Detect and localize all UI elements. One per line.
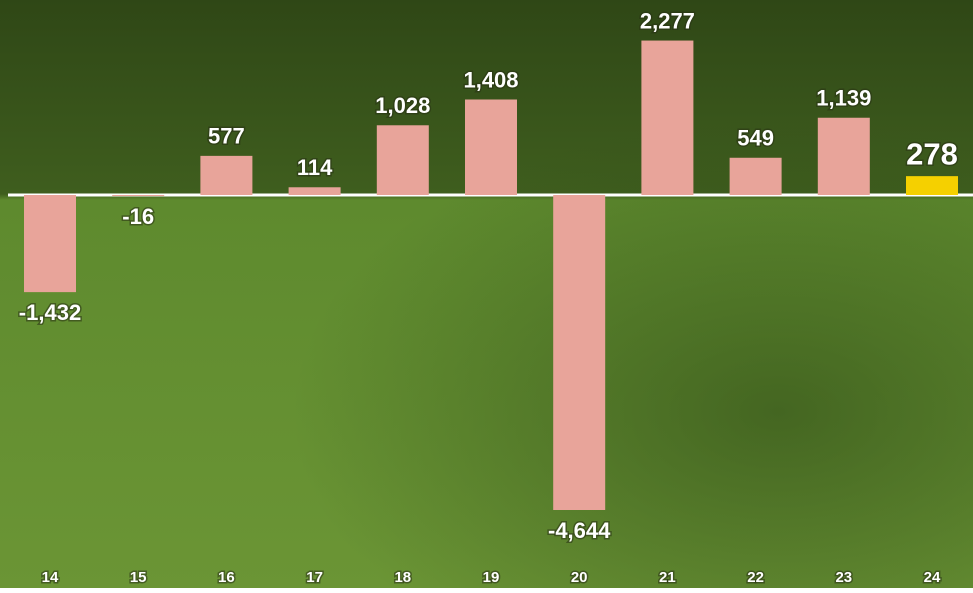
bar <box>641 41 693 195</box>
x-tick-label: 19 <box>483 569 500 586</box>
value-label: 278 <box>906 136 958 171</box>
x-tick-label: 17 <box>306 569 323 586</box>
x-tick-label: 21 <box>659 569 676 586</box>
bar <box>377 125 429 195</box>
value-label: 114 <box>297 155 333 180</box>
bar <box>818 118 870 195</box>
x-tick-label: 18 <box>394 569 411 586</box>
value-label: -1,432 <box>19 300 81 325</box>
x-tick-label: 24 <box>924 569 941 586</box>
x-tick-label: 16 <box>218 569 235 586</box>
value-label: 1,408 <box>463 67 518 92</box>
bar <box>112 195 164 196</box>
value-label: 577 <box>208 124 245 149</box>
bar <box>906 176 958 195</box>
value-label: 1,028 <box>375 93 430 118</box>
x-tick-label: 23 <box>835 569 852 586</box>
bar <box>553 195 605 510</box>
value-label: -16 <box>122 204 154 229</box>
value-label: 2,277 <box>640 8 695 33</box>
value-label: -4,644 <box>548 518 611 543</box>
value-label: 1,139 <box>816 86 871 111</box>
x-tick-label: 15 <box>130 569 147 586</box>
chart: -1,432 14 -16 15 577 16 114 17 1,028 18 1,408 19 -4,… <box>0 0 973 588</box>
x-tick-label: 14 <box>42 569 59 586</box>
bar <box>24 195 76 292</box>
bar <box>465 99 517 195</box>
bar <box>289 187 341 195</box>
value-label: 549 <box>737 126 774 151</box>
bar <box>730 158 782 195</box>
x-tick-label: 20 <box>571 569 588 586</box>
bar <box>200 156 252 195</box>
x-tick-label: 22 <box>747 569 764 586</box>
